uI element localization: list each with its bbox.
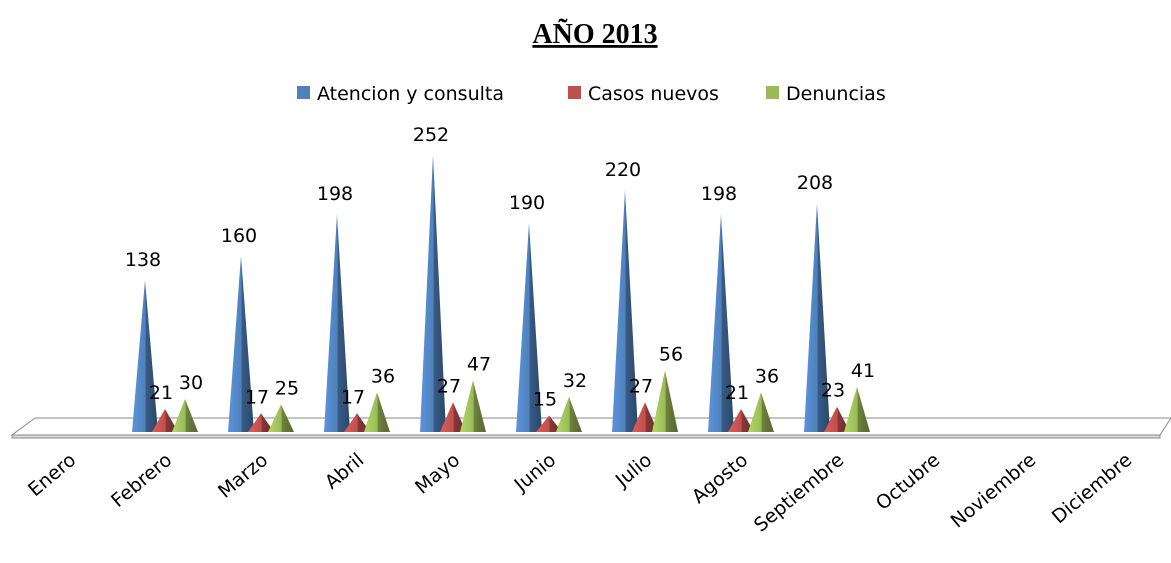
data-label: 198	[701, 183, 737, 205]
x-tick-label: Julio	[611, 449, 656, 492]
data-label: 21	[149, 382, 173, 404]
data-label: 190	[509, 192, 545, 214]
data-label: 25	[275, 378, 299, 400]
pyramid	[248, 413, 274, 432]
data-label: 198	[317, 183, 353, 205]
x-tick-label: Enero	[24, 449, 80, 501]
chart-title: AÑO 2013	[532, 19, 657, 50]
x-tick-label: Agosto	[688, 449, 752, 508]
pyramid	[172, 399, 198, 432]
data-label: 220	[605, 159, 641, 181]
data-label: 208	[797, 172, 833, 194]
data-label: 47	[467, 353, 491, 375]
x-tick-label: Febrero	[107, 449, 176, 512]
legend-swatch	[766, 86, 779, 99]
data-label: 56	[659, 343, 683, 365]
pyramid	[708, 214, 734, 432]
data-label: 32	[563, 370, 587, 392]
x-tick-label: Marzo	[214, 449, 272, 503]
data-label: 160	[221, 225, 257, 247]
pyramid	[516, 223, 542, 432]
pyramid	[804, 203, 830, 432]
data-label: 252	[413, 124, 449, 146]
legend-swatch	[297, 86, 310, 99]
data-label: 30	[179, 372, 203, 394]
legend-label: Denuncias	[786, 83, 886, 105]
data-label: 36	[755, 365, 779, 387]
pyramid	[728, 408, 754, 432]
pyramid	[420, 154, 446, 433]
data-label: 17	[341, 386, 365, 408]
pyramid	[612, 190, 638, 432]
pyramid	[632, 402, 658, 432]
data-label: 36	[371, 365, 395, 387]
pyramid	[132, 280, 158, 432]
x-tick-label: Abril	[321, 449, 368, 494]
legend-label: Casos nuevos	[588, 83, 719, 105]
pyramid	[536, 415, 562, 432]
x-tick-label: Noviembre	[947, 449, 1041, 533]
pyramid	[228, 256, 254, 432]
pyramid	[460, 380, 486, 432]
data-label: 21	[725, 382, 749, 404]
pyramid	[556, 396, 582, 432]
x-tick-label: Mayo	[411, 449, 464, 499]
x-tick-label: Junio	[510, 449, 561, 496]
pyramid	[324, 214, 350, 432]
pyramid	[652, 370, 678, 432]
x-tick-label: Septiembre	[750, 449, 848, 536]
x-tick-label: Diciembre	[1048, 449, 1136, 528]
data-label: 27	[629, 375, 653, 397]
pyramid	[440, 402, 466, 432]
pyramid	[152, 408, 178, 432]
data-label: 17	[245, 386, 269, 408]
pyramid	[344, 413, 370, 432]
x-tick-label: Octubre	[872, 449, 944, 515]
pyramid	[844, 386, 870, 432]
floor-edge	[11, 434, 1161, 439]
data-label: 15	[533, 389, 557, 411]
legend-swatch	[568, 86, 581, 99]
pyramid	[748, 392, 774, 432]
data-label: 23	[821, 380, 845, 402]
pyramid	[364, 392, 390, 432]
data-label: 41	[851, 360, 875, 382]
pyramid	[268, 404, 294, 432]
legend-label: Atencion y consulta	[317, 83, 504, 105]
data-label: 27	[437, 375, 461, 397]
data-label: 138	[125, 249, 161, 271]
pyramid	[824, 406, 850, 432]
